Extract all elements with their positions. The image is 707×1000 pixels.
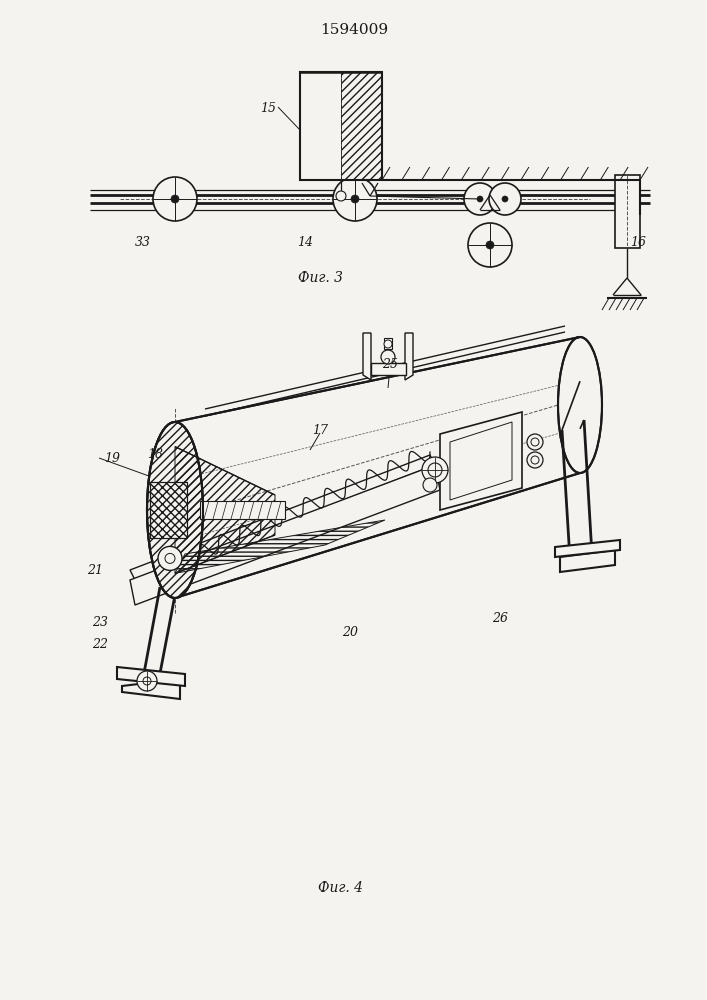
Circle shape <box>531 438 539 446</box>
Circle shape <box>502 196 508 202</box>
Polygon shape <box>117 667 185 686</box>
Polygon shape <box>560 550 615 572</box>
Bar <box>200 501 285 519</box>
Polygon shape <box>405 333 413 380</box>
Circle shape <box>477 196 483 202</box>
Text: 21: 21 <box>87 564 103 576</box>
Circle shape <box>423 478 437 492</box>
Circle shape <box>527 452 543 468</box>
Text: 16: 16 <box>630 236 646 249</box>
Circle shape <box>384 340 392 348</box>
Circle shape <box>165 553 175 563</box>
Text: 19: 19 <box>104 452 120 464</box>
Polygon shape <box>150 482 187 538</box>
Circle shape <box>171 195 179 203</box>
Bar <box>384 338 392 349</box>
Circle shape <box>381 350 395 364</box>
Text: 20: 20 <box>342 626 358 640</box>
Text: 18: 18 <box>147 448 163 462</box>
Circle shape <box>143 677 151 685</box>
Text: 22: 22 <box>92 639 108 652</box>
Text: 33: 33 <box>135 236 151 249</box>
Ellipse shape <box>147 422 203 598</box>
Polygon shape <box>130 465 440 605</box>
Polygon shape <box>363 333 371 380</box>
Polygon shape <box>161 337 602 598</box>
Text: Фиг. 3: Фиг. 3 <box>298 271 342 285</box>
Bar <box>615 175 640 248</box>
Circle shape <box>531 456 539 464</box>
Polygon shape <box>440 412 522 510</box>
Circle shape <box>464 183 496 215</box>
Circle shape <box>336 191 346 201</box>
Circle shape <box>428 463 442 477</box>
Bar <box>341 72 382 180</box>
Text: 14: 14 <box>297 236 313 249</box>
Text: 1594009: 1594009 <box>320 23 388 37</box>
Bar <box>300 72 382 180</box>
Text: 25: 25 <box>382 359 398 371</box>
Ellipse shape <box>558 337 602 473</box>
Circle shape <box>486 241 494 249</box>
Circle shape <box>422 457 448 483</box>
Bar <box>371 363 406 375</box>
Circle shape <box>468 223 512 267</box>
Polygon shape <box>130 455 435 580</box>
Polygon shape <box>555 540 620 557</box>
Circle shape <box>158 546 182 570</box>
Circle shape <box>333 177 377 221</box>
Circle shape <box>527 434 543 450</box>
Circle shape <box>351 195 359 203</box>
Polygon shape <box>175 337 580 598</box>
Circle shape <box>137 671 157 691</box>
Circle shape <box>489 183 521 215</box>
Polygon shape <box>122 679 180 699</box>
Text: 15: 15 <box>260 102 276 114</box>
Text: 17: 17 <box>312 424 328 436</box>
Text: 26: 26 <box>492 611 508 624</box>
Text: 23: 23 <box>92 616 108 630</box>
Text: Фиг. 4: Фиг. 4 <box>317 881 363 895</box>
Circle shape <box>153 177 197 221</box>
